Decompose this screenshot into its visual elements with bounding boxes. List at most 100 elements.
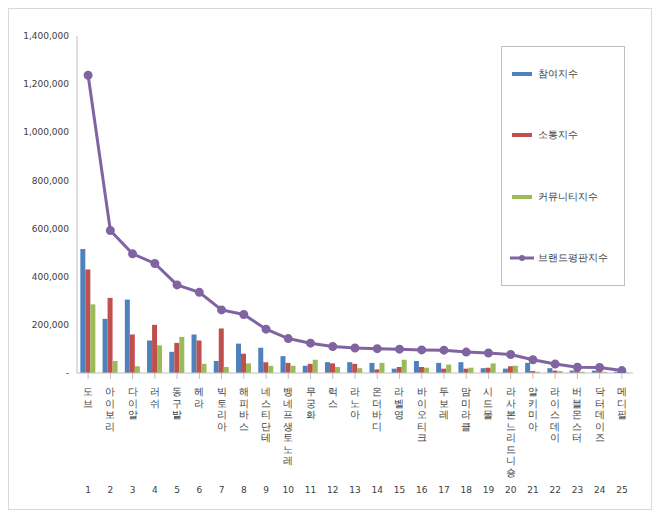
svg-text:스: 스 <box>261 398 271 409</box>
svg-text:브: 브 <box>83 398 93 409</box>
svg-text:네: 네 <box>261 386 271 397</box>
svg-text:바: 바 <box>239 409 249 420</box>
svg-text:노: 노 <box>283 444 293 455</box>
svg-text:즈: 즈 <box>595 432 605 443</box>
svg-text:미: 미 <box>528 409 538 420</box>
svg-text:미: 미 <box>461 398 471 409</box>
svg-text:이: 이 <box>595 421 605 432</box>
svg-text:레: 레 <box>439 409 449 420</box>
svg-text:보: 보 <box>105 409 115 420</box>
svg-text:테: 테 <box>261 432 271 443</box>
svg-text:25: 25 <box>616 485 627 495</box>
svg-text:알: 알 <box>528 386 538 397</box>
svg-text:터: 터 <box>595 398 605 409</box>
svg-text:7: 7 <box>219 485 225 495</box>
svg-text:맘: 맘 <box>461 386 471 397</box>
svg-text:키: 키 <box>528 398 538 409</box>
svg-text:빅: 빅 <box>217 386 227 397</box>
svg-text:18: 18 <box>460 485 472 495</box>
svg-text:무: 무 <box>306 386 316 397</box>
svg-text:6: 6 <box>196 485 202 495</box>
svg-text:더: 더 <box>372 398 382 409</box>
svg-text:본: 본 <box>506 409 516 420</box>
svg-text:알: 알 <box>128 409 138 420</box>
svg-text:스: 스 <box>550 409 560 420</box>
svg-text:아: 아 <box>217 421 227 432</box>
svg-text:궁: 궁 <box>306 398 316 409</box>
svg-text:스: 스 <box>328 398 338 409</box>
svg-text:5: 5 <box>174 485 180 495</box>
svg-text:티: 티 <box>261 409 271 420</box>
svg-text:12: 12 <box>327 485 338 495</box>
svg-text:바: 바 <box>372 409 382 420</box>
svg-text:라: 라 <box>394 386 404 397</box>
svg-text:스: 스 <box>239 421 249 432</box>
svg-text:600,000: 600,000 <box>32 224 69 234</box>
svg-text:이: 이 <box>550 432 560 443</box>
svg-text:22: 22 <box>549 485 560 495</box>
svg-text:벨: 벨 <box>394 398 404 409</box>
svg-text:라: 라 <box>194 398 204 409</box>
svg-text:버: 버 <box>572 386 582 397</box>
svg-text:15: 15 <box>394 485 405 495</box>
svg-text:리: 리 <box>506 432 516 443</box>
svg-text:3: 3 <box>130 485 136 495</box>
svg-text:19: 19 <box>483 485 495 495</box>
svg-text:11: 11 <box>305 485 316 495</box>
svg-text:이: 이 <box>417 398 427 409</box>
svg-text:구: 구 <box>172 398 182 409</box>
svg-text:라: 라 <box>550 386 560 397</box>
svg-text:다: 다 <box>128 386 138 397</box>
svg-text:400,000: 400,000 <box>32 272 69 282</box>
svg-text:17: 17 <box>438 485 449 495</box>
svg-text:1,000,000: 1,000,000 <box>23 127 69 137</box>
svg-text:200,000: 200,000 <box>32 320 69 330</box>
svg-text:해: 해 <box>239 386 249 397</box>
svg-text:20: 20 <box>505 485 517 495</box>
svg-text:4: 4 <box>152 485 158 495</box>
svg-text:토: 토 <box>217 398 227 409</box>
svg-text:물: 물 <box>483 409 493 420</box>
svg-text:시: 시 <box>483 386 493 397</box>
svg-text:두: 두 <box>439 386 449 397</box>
svg-text:9: 9 <box>263 485 269 495</box>
svg-text:21: 21 <box>527 485 538 495</box>
svg-text:도: 도 <box>83 386 93 397</box>
svg-text:디: 디 <box>372 421 382 432</box>
svg-text:프: 프 <box>283 409 293 420</box>
svg-text:메: 메 <box>617 386 627 397</box>
svg-text:닥: 닥 <box>595 386 605 397</box>
svg-text:밭: 밭 <box>172 409 182 420</box>
svg-text:피: 피 <box>239 398 249 409</box>
svg-text:럭: 럭 <box>328 386 338 397</box>
svg-text:드: 드 <box>506 444 516 455</box>
svg-text:영: 영 <box>394 409 404 420</box>
svg-text:보: 보 <box>439 398 449 409</box>
svg-text:오: 오 <box>417 409 427 420</box>
svg-text:리: 리 <box>217 409 227 420</box>
svg-text:1,200,000: 1,200,000 <box>23 79 69 89</box>
svg-text:800,000: 800,000 <box>32 176 69 186</box>
svg-text:티: 티 <box>417 421 427 432</box>
svg-text:이: 이 <box>550 398 560 409</box>
svg-text:라: 라 <box>461 409 471 420</box>
svg-text:라: 라 <box>350 386 360 397</box>
svg-text:러: 러 <box>150 386 160 397</box>
svg-text:라: 라 <box>506 386 516 397</box>
svg-text:터: 터 <box>572 432 582 443</box>
svg-text:1: 1 <box>85 485 91 495</box>
svg-text:숑: 숑 <box>506 467 516 478</box>
svg-text:아: 아 <box>528 421 538 432</box>
svg-text:노: 노 <box>350 398 360 409</box>
svg-text:느: 느 <box>506 421 516 432</box>
svg-text:디: 디 <box>617 398 627 409</box>
svg-text:드: 드 <box>483 398 493 409</box>
svg-text:이: 이 <box>105 398 115 409</box>
svg-text:온: 온 <box>372 386 382 397</box>
svg-text:데: 데 <box>595 409 605 420</box>
svg-text:14: 14 <box>372 485 384 495</box>
svg-text:블: 블 <box>572 398 582 409</box>
svg-text:네: 네 <box>283 398 293 409</box>
svg-text:16: 16 <box>416 485 428 495</box>
svg-text:단: 단 <box>261 421 271 432</box>
